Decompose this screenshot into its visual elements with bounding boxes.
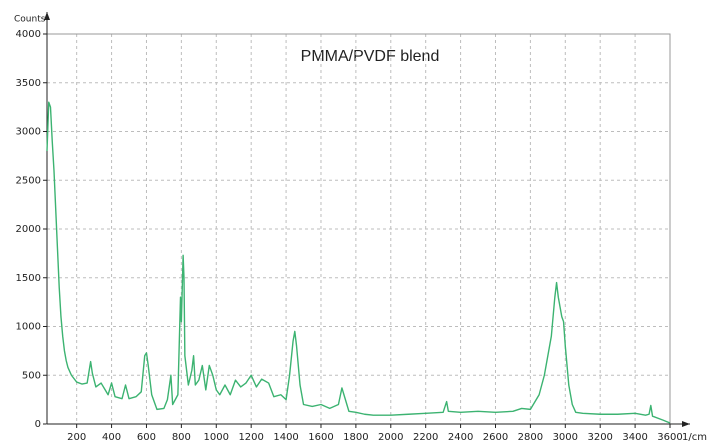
- x-tick-label: 800: [172, 432, 191, 443]
- y-tick-label: 500: [22, 370, 41, 381]
- x-tick-label: 3000: [553, 432, 578, 443]
- y-tick-label: 2000: [16, 224, 41, 235]
- x-tick-label: 400: [102, 432, 121, 443]
- y-axis-label: Counts: [14, 15, 46, 25]
- y-axis-arrow: [44, 12, 50, 20]
- x-tick-label: 2400: [448, 432, 473, 443]
- x-tick-label: 3400: [622, 432, 647, 443]
- x-tick-label: 600: [137, 432, 156, 443]
- x-tick-label: 1000: [204, 432, 229, 443]
- x-tick-label: 1600: [308, 432, 333, 443]
- x-tick-label: 1200: [238, 432, 263, 443]
- x-tick-label: 3600: [657, 432, 682, 443]
- y-tick-label: 1500: [16, 273, 41, 284]
- x-tick-label: 200: [67, 432, 86, 443]
- x-tick-label: 1400: [273, 432, 298, 443]
- y-tick-label: 3500: [16, 78, 41, 89]
- spectrum-line: [46, 101, 671, 424]
- x-tick-label: 2200: [413, 432, 438, 443]
- x-tick-label: 2000: [378, 432, 403, 443]
- y-tick-label: 0: [35, 419, 41, 430]
- x-axis-arrow: [682, 421, 690, 427]
- x-tick-label: 3200: [587, 432, 612, 443]
- x-axis-label: 1/cm: [682, 432, 707, 443]
- x-tick-label: 1800: [343, 432, 368, 443]
- x-tick-label: 2600: [483, 432, 508, 443]
- y-tick-label: 2500: [16, 175, 41, 186]
- x-tick-label: 2800: [518, 432, 543, 443]
- y-tick-label: 4000: [16, 29, 41, 40]
- chart-title: PMMA/PVDF blend: [301, 48, 440, 65]
- y-tick-label: 1000: [16, 322, 41, 333]
- y-tick-label: 3000: [16, 127, 41, 138]
